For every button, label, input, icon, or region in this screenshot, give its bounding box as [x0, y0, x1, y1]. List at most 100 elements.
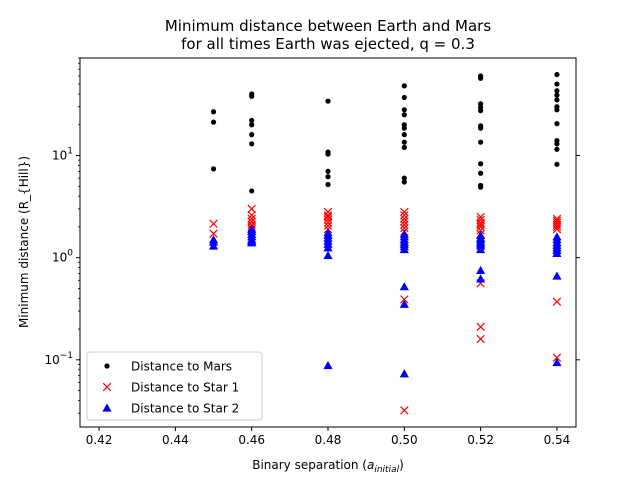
data-point-distance-to-star-1 [552, 297, 562, 306]
x-axis-ticks: 0.42 0.44 0.46 0.48 0.50 0.52 0.54 [86, 427, 571, 447]
data-point-distance-to-star-2 [323, 243, 333, 252]
data-point-distance-to-star-2 [552, 271, 562, 280]
data-point-distance-to-mars [325, 151, 331, 157]
y-tick-label: 10−1 [44, 351, 73, 367]
legend-marker-distance-to-star-1 [102, 382, 112, 392]
data-point-distance-to-star-2 [476, 265, 486, 275]
y-axis-label: Minimum distance (R_{Hill}) [17, 156, 31, 328]
data-point-distance-to-star-1 [552, 216, 562, 225]
data-point-distance-to-star-2 [247, 238, 257, 247]
data-point-distance-to-mars [401, 132, 407, 138]
data-point-distance-to-mars [554, 161, 560, 167]
data-point-distance-to-star-1 [400, 295, 409, 304]
data-point-distance-to-mars [478, 161, 484, 167]
y-tick-label: 101 [52, 146, 73, 162]
data-point-distance-to-star-1 [247, 214, 256, 224]
data-point-distance-to-mars [325, 174, 331, 180]
data-point-distance-to-star-2 [323, 250, 333, 260]
data-point-distance-to-mars [401, 94, 407, 101]
data-point-distance-to-mars [478, 108, 484, 114]
data-point-distance-to-mars [249, 188, 255, 194]
data-point-distance-to-mars [401, 107, 407, 113]
legend-entry-distance-to-star-1: Distance to Star 1 [102, 381, 239, 395]
data-point-distance-to-mars [210, 119, 217, 125]
data-point-distance-to-star-2 [476, 274, 486, 283]
data-point-distance-to-mars [249, 132, 255, 138]
data-point-distance-to-mars [554, 88, 560, 94]
data-point-distance-to-star-2 [323, 360, 333, 370]
data-point-distance-to-star-2 [399, 299, 409, 308]
data-point-distance-to-star-1 [400, 217, 409, 226]
data-point-distance-to-star-1 [552, 353, 562, 362]
data-point-distance-to-star-1 [400, 406, 409, 415]
data-point-distance-to-mars [401, 179, 407, 185]
data-point-distance-to-mars [401, 144, 407, 151]
legend-entry-distance-to-star-2: Distance to Star 2 [102, 402, 239, 416]
data-point-distance-to-star-1 [400, 220, 409, 229]
data-point-distance-to-star-2 [552, 248, 562, 258]
data-point-distance-to-star-1 [476, 334, 485, 344]
data-point-distance-to-mars [554, 107, 560, 113]
data-point-distance-to-star-1 [476, 222, 485, 232]
data-point-distance-to-mars [401, 112, 407, 118]
legend-label: Distance to Mars [131, 360, 232, 374]
legend-label: Distance to Star 1 [131, 381, 239, 395]
data-point-distance-to-mars [554, 97, 560, 103]
data-point-distance-to-star-1 [552, 224, 562, 234]
legend: Distance to Mars Distance to Star 1 Distan… [86, 351, 263, 421]
x-tick-label: 0.48 [315, 433, 342, 447]
data-point-distance-to-star-1 [209, 219, 218, 228]
data-point-distance-to-mars [478, 139, 484, 145]
data-point-distance-to-star-1 [552, 214, 562, 224]
legend-entry-distance-to-mars: Distance to Mars [104, 360, 232, 374]
data-point-distance-to-star-2 [399, 282, 409, 291]
data-point-distance-to-mars [478, 75, 484, 81]
data-point-distance-to-star-1 [247, 211, 256, 220]
data-point-distance-to-star-1 [400, 211, 409, 220]
data-point-distance-to-star-2 [399, 369, 409, 378]
data-point-distance-to-mars [478, 170, 484, 176]
data-point-distance-to-star-2 [399, 244, 409, 254]
data-point-distance-to-star-2 [208, 241, 219, 250]
data-point-distance-to-star-1 [323, 215, 333, 224]
data-point-distance-to-mars [249, 93, 255, 99]
data-point-distance-to-mars [249, 141, 255, 147]
series-distance-to-star-2 [208, 224, 562, 378]
data-point-distance-to-mars [554, 121, 560, 127]
data-point-distance-to-mars [249, 122, 255, 128]
x-tick-label: 0.50 [391, 433, 418, 447]
chart-title-line-2: for all times Earth was ejected, q = 0.3 [181, 35, 475, 53]
x-tick-label: 0.42 [86, 433, 113, 447]
data-marks [208, 71, 562, 415]
data-point-distance-to-mars [554, 71, 560, 78]
data-point-distance-to-mars [401, 175, 407, 181]
data-point-distance-to-star-1 [400, 214, 409, 224]
data-point-distance-to-mars [478, 125, 484, 131]
data-point-distance-to-mars [401, 83, 407, 89]
data-point-distance-to-mars [554, 92, 560, 98]
data-point-distance-to-mars [249, 117, 255, 124]
data-point-distance-to-star-2 [552, 357, 562, 367]
data-point-distance-to-mars [554, 81, 560, 87]
y-axis-ticks: 10−1 100 101 [44, 57, 580, 414]
legend-marker-distance-to-star-2 [102, 403, 112, 412]
data-point-distance-to-star-1 [323, 221, 333, 231]
data-point-distance-to-star-1 [400, 223, 409, 233]
data-point-distance-to-star-1 [247, 204, 256, 214]
data-point-distance-to-mars [478, 184, 484, 190]
data-point-distance-to-star-2 [476, 244, 486, 254]
data-point-distance-to-mars [325, 168, 331, 174]
data-point-distance-to-star-1 [400, 207, 409, 217]
x-tick-label: 0.54 [544, 433, 571, 447]
data-point-distance-to-mars [478, 101, 484, 107]
data-point-distance-to-mars [554, 141, 560, 147]
data-point-distance-to-mars [325, 181, 331, 188]
data-point-distance-to-mars [401, 139, 407, 145]
x-tick-label: 0.44 [162, 433, 189, 447]
legend-label: Distance to Star 2 [131, 402, 239, 416]
x-tick-label: 0.52 [467, 433, 494, 447]
plot-area [79, 57, 577, 428]
x-axis-label: Binary separation (ainitial) [252, 458, 404, 475]
y-tick-label: 100 [52, 249, 73, 265]
